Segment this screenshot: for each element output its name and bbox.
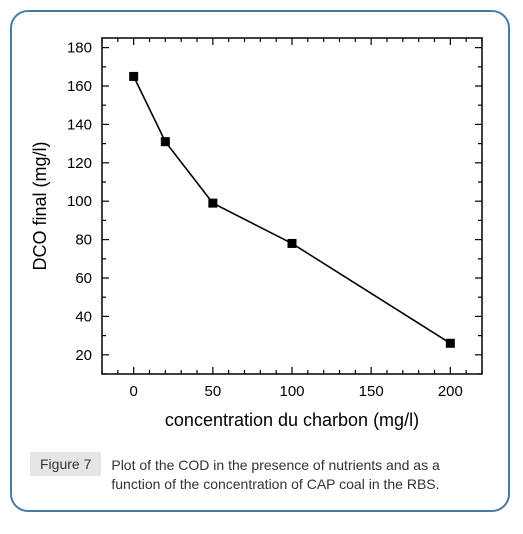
svg-text:100: 100 [279, 383, 304, 400]
chart-area: 0 50 100 150 200 20 40 60 80 100 120 140 160 180 conce… [24, 24, 496, 444]
svg-text:40: 40 [75, 308, 92, 325]
svg-text:DCO final (mg/l): DCO final (mg/l) [30, 141, 50, 270]
svg-text:50: 50 [204, 383, 221, 400]
svg-text:120: 120 [67, 155, 92, 172]
svg-text:200: 200 [438, 383, 463, 400]
svg-text:0: 0 [129, 383, 137, 400]
svg-text:160: 160 [67, 78, 92, 95]
figure-label: Figure 7 [30, 452, 101, 476]
svg-text:100: 100 [67, 193, 92, 210]
caption-row: Figure 7 Plot of the COD in the presence… [24, 452, 496, 498]
svg-text:140: 140 [67, 116, 92, 133]
svg-text:180: 180 [67, 40, 92, 57]
svg-text:concentration du charbon (mg/: concentration du charbon (mg/l) [165, 410, 419, 430]
line-chart: 0 50 100 150 200 20 40 60 80 100 120 140 160 180 conce… [24, 24, 500, 444]
svg-text:80: 80 [75, 232, 92, 249]
svg-text:150: 150 [359, 383, 384, 400]
figure-frame: 0 50 100 150 200 20 40 60 80 100 120 140 160 180 conce… [10, 10, 510, 512]
svg-text:60: 60 [75, 270, 92, 287]
svg-text:20: 20 [75, 347, 92, 364]
figure-caption: Plot of the COD in the presence of nutri… [111, 452, 490, 494]
